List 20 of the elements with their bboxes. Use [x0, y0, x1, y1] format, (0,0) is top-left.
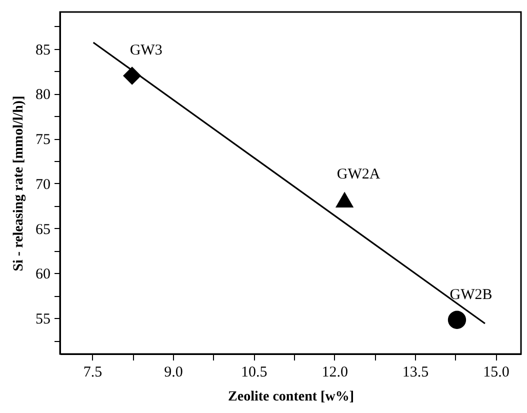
- y-tick-label: 60: [36, 266, 50, 283]
- x-tick-label: 13.5: [402, 364, 429, 380]
- y-tick-label: 75: [36, 132, 50, 148]
- annotation: GW3: [130, 42, 162, 59]
- point: [335, 192, 354, 208]
- y-tick-label: 80: [36, 87, 50, 104]
- annotation: GW2A: [336, 166, 380, 183]
- x-tick-label: 15.0: [483, 364, 510, 380]
- y-tick-label: 85: [36, 42, 50, 58]
- point: [448, 310, 466, 329]
- x-tick-label: 7.5: [83, 364, 102, 380]
- annotation: GW2B: [450, 286, 492, 303]
- y-tick-label: 70: [36, 176, 50, 193]
- y-axis-title: Si - releasing rate [mmol/l/h)]: [12, 96, 26, 272]
- y-tick-label: 55: [36, 312, 50, 328]
- x-tick-label: 10.5: [241, 364, 268, 380]
- x-tick-label: 12.0: [322, 364, 348, 380]
- y-tick-label: 65: [36, 222, 50, 238]
- x-axis-title: Zeolite content [w%]: [228, 390, 354, 404]
- x-tick-label: 9.0: [164, 364, 183, 380]
